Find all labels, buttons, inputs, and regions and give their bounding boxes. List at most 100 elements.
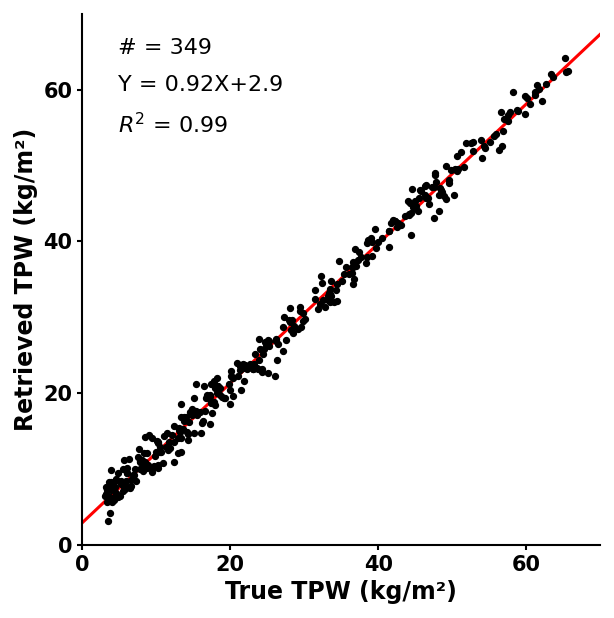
- Point: [339, 269, 349, 279]
- Point: [288, 328, 298, 338]
- Point: [416, 186, 426, 196]
- Point: [130, 464, 140, 474]
- Point: [347, 268, 357, 277]
- Point: [122, 468, 132, 478]
- Point: [162, 428, 172, 438]
- Point: [263, 336, 273, 345]
- Point: [253, 363, 263, 373]
- X-axis label: True TPW (kg/m²): True TPW (kg/m²): [225, 580, 457, 604]
- Point: [440, 191, 449, 201]
- Point: [350, 244, 360, 254]
- Point: [255, 334, 265, 344]
- Point: [450, 164, 460, 174]
- Point: [286, 317, 295, 327]
- Point: [362, 239, 371, 248]
- Point: [139, 448, 149, 458]
- Point: [235, 365, 245, 375]
- Point: [242, 364, 252, 374]
- Point: [101, 483, 111, 493]
- Point: [325, 297, 335, 307]
- Point: [348, 257, 358, 267]
- Point: [211, 400, 220, 410]
- Point: [116, 476, 126, 486]
- Point: [128, 470, 138, 480]
- Point: [192, 410, 202, 420]
- Point: [271, 336, 281, 345]
- Point: [122, 464, 131, 473]
- Point: [344, 269, 354, 279]
- Point: [255, 344, 265, 354]
- Point: [361, 258, 371, 268]
- Point: [101, 485, 111, 495]
- Point: [244, 358, 254, 368]
- Point: [403, 197, 413, 206]
- Point: [176, 427, 185, 437]
- Point: [176, 412, 186, 421]
- Point: [198, 417, 208, 426]
- Point: [154, 438, 163, 447]
- Point: [190, 428, 200, 438]
- Point: [206, 379, 216, 389]
- Point: [532, 80, 542, 90]
- Point: [410, 196, 419, 206]
- Point: [107, 497, 117, 507]
- Point: [384, 226, 394, 236]
- Point: [197, 418, 207, 428]
- Point: [206, 396, 216, 406]
- Point: [499, 114, 509, 124]
- Point: [111, 482, 120, 492]
- Point: [384, 226, 394, 235]
- Point: [432, 177, 441, 187]
- Point: [492, 129, 502, 139]
- Point: [429, 213, 439, 222]
- Point: [206, 399, 216, 408]
- Point: [434, 190, 444, 200]
- Point: [420, 181, 430, 191]
- Point: [111, 475, 120, 485]
- Point: [324, 292, 334, 302]
- Point: [209, 376, 219, 386]
- Point: [209, 397, 219, 407]
- Point: [119, 455, 128, 465]
- Point: [421, 190, 430, 200]
- Point: [414, 193, 424, 203]
- Point: [373, 237, 383, 247]
- Point: [215, 390, 225, 400]
- Point: [392, 222, 402, 232]
- Point: [495, 108, 505, 117]
- Point: [476, 135, 486, 145]
- Point: [225, 379, 235, 389]
- Point: [298, 308, 308, 318]
- Point: [466, 138, 476, 148]
- Point: [513, 106, 523, 116]
- Point: [391, 216, 400, 226]
- Point: [196, 428, 206, 438]
- Point: [106, 483, 116, 493]
- Point: [503, 116, 513, 126]
- Point: [535, 84, 545, 94]
- Point: [130, 470, 139, 480]
- Point: [435, 184, 445, 193]
- Point: [169, 457, 179, 467]
- Point: [113, 468, 123, 478]
- Point: [168, 430, 177, 440]
- Point: [332, 296, 342, 306]
- Point: [261, 339, 271, 349]
- Point: [154, 463, 163, 473]
- Point: [248, 360, 258, 370]
- Point: [109, 496, 119, 506]
- Point: [101, 489, 111, 499]
- Point: [378, 232, 387, 242]
- Point: [260, 344, 270, 353]
- Point: [225, 386, 235, 396]
- Point: [508, 87, 518, 97]
- Point: [341, 262, 351, 272]
- Point: [315, 298, 325, 308]
- Point: [104, 477, 114, 487]
- Point: [367, 251, 376, 261]
- Point: [133, 452, 143, 462]
- Point: [429, 182, 439, 192]
- Point: [406, 230, 416, 240]
- Point: [404, 209, 414, 219]
- Point: [362, 252, 371, 262]
